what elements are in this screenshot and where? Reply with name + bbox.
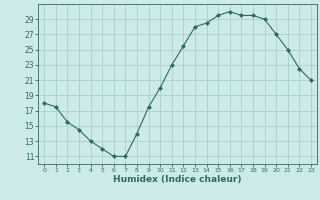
X-axis label: Humidex (Indice chaleur): Humidex (Indice chaleur): [113, 175, 242, 184]
